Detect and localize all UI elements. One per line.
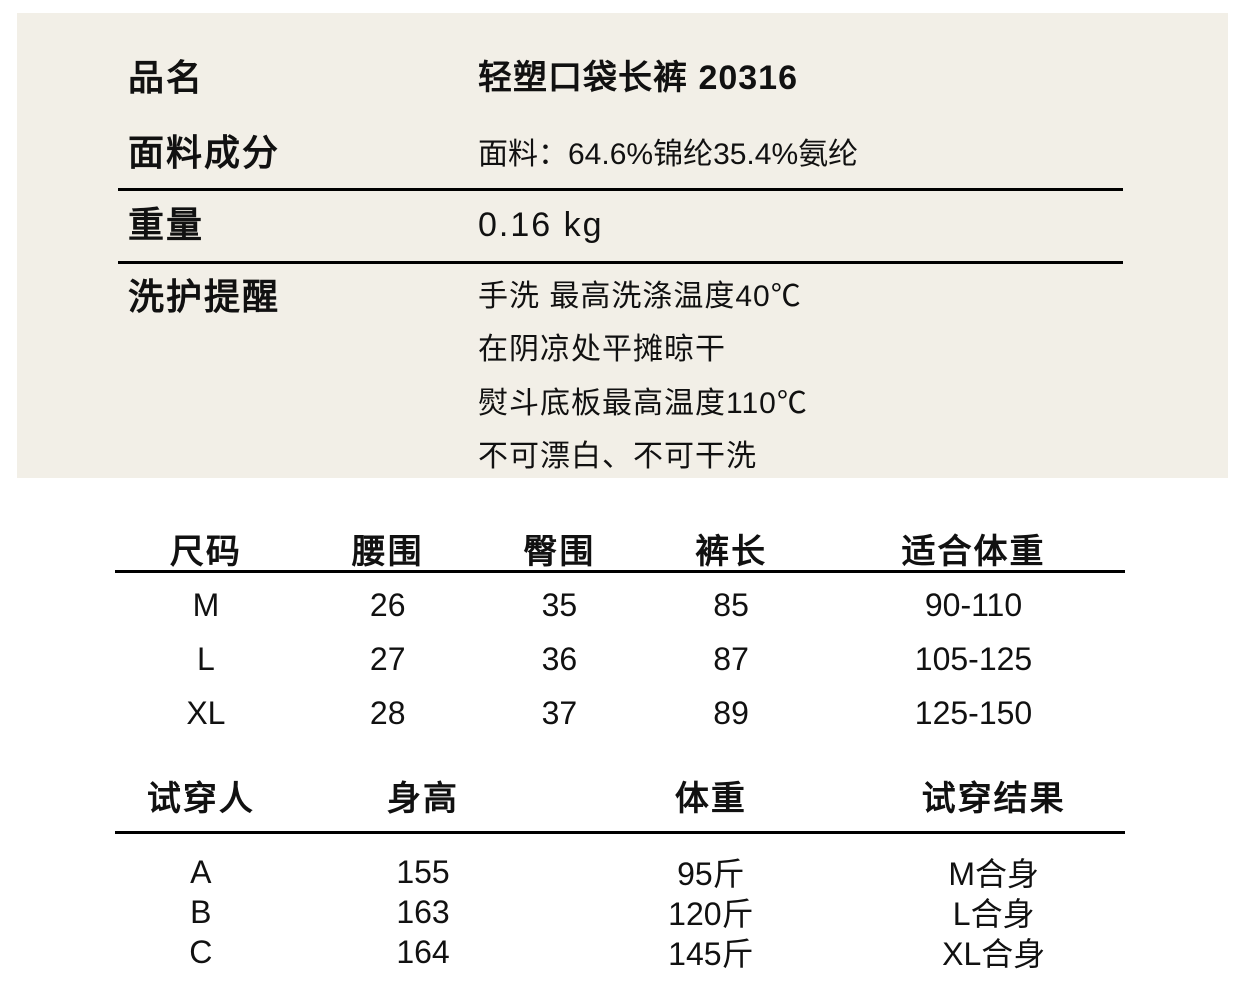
- height-cell: 164: [396, 933, 450, 970]
- length-cell: 87: [713, 640, 749, 677]
- hip-cell: 36: [541, 640, 578, 677]
- fabric-composition-value: 面料：64.6%锦纶35.4%氨纶: [478, 138, 859, 171]
- size-table-header: 臀围: [523, 532, 596, 571]
- height-cell: 155: [396, 853, 450, 890]
- hip-cell: 35: [541, 586, 578, 623]
- fit-result-cell: L合身: [952, 896, 1035, 932]
- divider-line: [118, 188, 1123, 191]
- divider-line: [118, 261, 1123, 264]
- fit-table-row: B 163 120斤 L合身: [115, 892, 1125, 933]
- tester-cell: C: [189, 933, 213, 970]
- weight-label: 重量: [128, 204, 205, 245]
- fit-table-header: 试穿结果: [921, 779, 1066, 818]
- size-table-header: 适合体重: [901, 532, 1046, 571]
- care-instructions-label: 洗护提醒: [128, 276, 281, 317]
- weight-value: 0.16 kg: [478, 206, 604, 244]
- fit-table-header: 身高: [387, 779, 460, 818]
- fit-table-header: 体重: [674, 779, 747, 818]
- fit-result-cell: XL合身: [942, 936, 1046, 972]
- size-cell: L: [197, 640, 215, 677]
- fabric-composition-label: 面料成分: [128, 132, 281, 173]
- body-weight-cell: 145斤: [668, 936, 754, 972]
- body-weight-cell: 120斤: [668, 896, 754, 932]
- hip-cell: 37: [541, 694, 578, 731]
- fit-result-cell: M合身: [948, 856, 1039, 892]
- fit-table-header-rule: [115, 831, 1125, 834]
- size-table-header: 尺码: [169, 532, 242, 571]
- product-name-label: 品名: [128, 57, 205, 98]
- fit-table-header: 试穿人: [146, 779, 255, 818]
- fit-table-header-row: 试穿人 身高 体重 试穿结果: [115, 775, 1125, 818]
- length-cell: 89: [713, 694, 749, 731]
- product-name-value: 轻塑口袋长裤 20316: [478, 59, 798, 97]
- waist-cell: 26: [369, 586, 406, 623]
- product-details-card: 品名 轻塑口袋长裤 20316 面料成分 面料：64.6%锦纶35.4%氨纶 重…: [17, 13, 1228, 478]
- weight-range-cell: 125-150: [914, 694, 1033, 731]
- size-table-header-row: 尺码 腰围 臀围 裤长 适合体重: [115, 528, 1125, 571]
- tester-cell: B: [190, 893, 212, 930]
- waist-cell: 28: [369, 694, 406, 731]
- weight-range-cell: 105-125: [914, 640, 1033, 677]
- care-instruction-line: 在阴凉处平摊晾干: [478, 333, 726, 366]
- care-instruction-line: 手洗 最高洗涤温度40℃: [478, 280, 802, 313]
- care-instruction-line: 不可漂白、不可干洗: [478, 440, 757, 473]
- waist-cell: 27: [369, 640, 406, 677]
- size-table-row: M 26 35 85 90-110: [115, 585, 1125, 625]
- fit-table-row: C 164 145斤 XL合身: [115, 932, 1125, 973]
- fit-table-row: A 155 95斤 M合身: [115, 852, 1125, 893]
- length-cell: 85: [713, 586, 749, 623]
- body-weight-cell: 95斤: [677, 856, 745, 892]
- size-table-header: 腰围: [351, 532, 424, 571]
- tester-cell: A: [190, 853, 212, 890]
- size-cell: M: [192, 586, 220, 623]
- size-table-row: L 27 36 87 105-125: [115, 639, 1125, 679]
- size-table-header-rule: [115, 570, 1125, 573]
- size-table-row: XL 28 37 89 125-150: [115, 693, 1125, 733]
- size-cell: XL: [186, 694, 226, 731]
- care-instruction-line: 熨斗底板最高温度110℃: [478, 387, 808, 420]
- size-table-header: 裤长: [695, 532, 768, 571]
- height-cell: 163: [396, 893, 450, 930]
- weight-range-cell: 90-110: [924, 586, 1023, 623]
